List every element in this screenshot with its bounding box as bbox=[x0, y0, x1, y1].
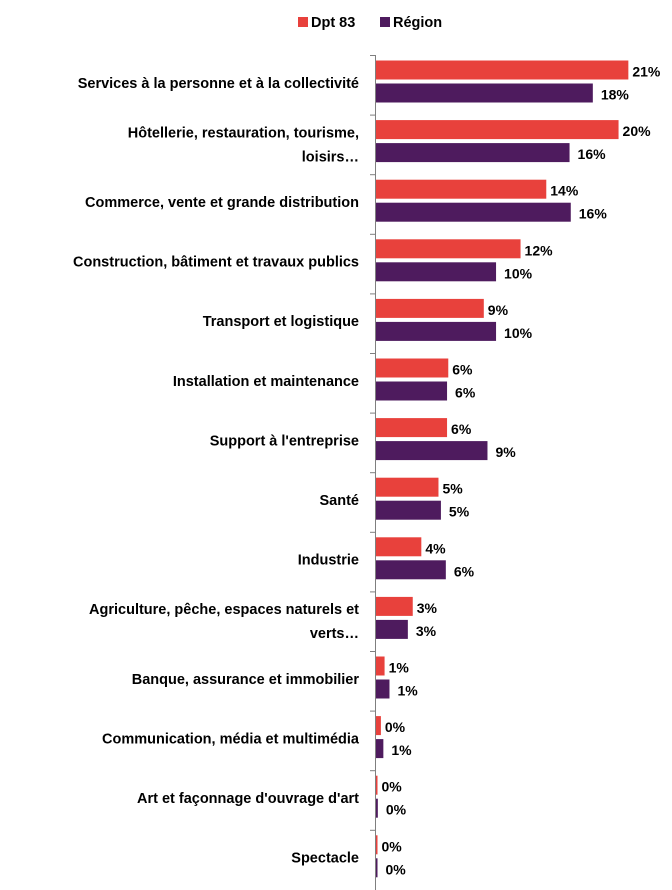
data-label: 6% bbox=[454, 563, 475, 579]
bar-dpt83 bbox=[376, 418, 448, 438]
data-label: 18% bbox=[601, 87, 630, 103]
bar-dpt83 bbox=[376, 358, 449, 378]
category-label: verts… bbox=[310, 626, 359, 642]
data-label: 0% bbox=[382, 838, 403, 854]
category-label: Agriculture, pêche, espaces naturels et bbox=[89, 602, 359, 618]
bar-dpt83 bbox=[376, 537, 422, 557]
bar-dpt83 bbox=[376, 477, 439, 497]
data-label: 5% bbox=[449, 504, 470, 520]
bar-dpt83 bbox=[376, 835, 378, 855]
data-label: 0% bbox=[382, 779, 403, 795]
data-label: 4% bbox=[425, 540, 446, 556]
category-label: Spectacle bbox=[291, 851, 359, 867]
bar-region bbox=[376, 441, 488, 461]
bar-dpt83 bbox=[376, 298, 484, 318]
bar-region bbox=[376, 798, 378, 818]
category-label: Art et façonnage d'ouvrage d'art bbox=[137, 791, 359, 807]
bar-dpt83 bbox=[376, 120, 619, 140]
data-label: 21% bbox=[632, 64, 661, 80]
data-label: 6% bbox=[452, 362, 473, 378]
bars bbox=[376, 60, 629, 878]
data-label: 6% bbox=[455, 385, 476, 401]
category-label: Construction, bâtiment et travaux public… bbox=[73, 255, 359, 271]
category-label: Banque, assurance et immobilier bbox=[132, 672, 360, 688]
data-label: 10% bbox=[504, 325, 533, 341]
bar-dpt83 bbox=[376, 239, 521, 259]
data-label: 3% bbox=[416, 623, 437, 639]
category-label: Industrie bbox=[298, 553, 359, 569]
bar-dpt83 bbox=[376, 656, 385, 676]
data-label: 16% bbox=[579, 206, 608, 222]
data-label: 14% bbox=[550, 183, 579, 199]
data-label: 16% bbox=[578, 146, 607, 162]
category-label: Transport et logistique bbox=[203, 314, 359, 330]
bar-region bbox=[376, 560, 446, 580]
bar-region bbox=[376, 739, 384, 759]
category-label: Installation et maintenance bbox=[173, 374, 359, 390]
bar-dpt83 bbox=[376, 775, 378, 795]
bar-region bbox=[376, 619, 408, 639]
bar-dpt83 bbox=[376, 60, 629, 80]
category-label: Support à l'entreprise bbox=[210, 433, 359, 449]
bar-region bbox=[376, 143, 570, 163]
category-label: Hôtellerie, restauration, tourisme, bbox=[128, 125, 359, 141]
bar-region bbox=[376, 321, 497, 341]
bar-dpt83 bbox=[376, 179, 547, 199]
bar-region bbox=[376, 202, 571, 222]
bar-region bbox=[376, 500, 441, 520]
data-label: 9% bbox=[495, 444, 516, 460]
data-label: 10% bbox=[504, 265, 533, 281]
bar-dpt83 bbox=[376, 596, 413, 616]
legend: Dpt 83 Région bbox=[298, 15, 442, 31]
data-label: 0% bbox=[386, 861, 407, 877]
data-label: 0% bbox=[385, 719, 406, 735]
data-label: 6% bbox=[451, 421, 472, 437]
value-labels: 21%18%20%16%14%16%12%10%9%10%6%6%6%9%5%5… bbox=[382, 64, 661, 878]
category-label: loisirs… bbox=[302, 149, 359, 165]
bar-dpt83 bbox=[376, 716, 381, 736]
category-label: Communication, média et multimédia bbox=[102, 731, 360, 747]
data-label: 12% bbox=[525, 242, 554, 258]
data-label: 0% bbox=[386, 802, 407, 818]
data-label: 1% bbox=[389, 660, 410, 676]
data-label: 9% bbox=[488, 302, 509, 318]
bar-region bbox=[376, 679, 390, 699]
data-label: 3% bbox=[417, 600, 438, 616]
bar-region bbox=[376, 381, 448, 401]
data-label: 1% bbox=[391, 742, 412, 758]
category-label: Commerce, vente et grande distribution bbox=[85, 195, 359, 211]
legend-swatch-dpt83 bbox=[298, 17, 308, 27]
legend-label-region: Région bbox=[393, 15, 442, 31]
data-label: 5% bbox=[442, 481, 463, 497]
data-label: 1% bbox=[397, 683, 418, 699]
legend-swatch-region bbox=[380, 17, 390, 27]
legend-label-dpt83: Dpt 83 bbox=[311, 15, 355, 31]
category-label: Services à la personne et à la collectiv… bbox=[78, 76, 359, 92]
category-labels: Services à la personne et à la collectiv… bbox=[73, 76, 360, 867]
data-label: 20% bbox=[623, 123, 652, 139]
bar-region bbox=[376, 262, 497, 282]
bar-region bbox=[376, 858, 378, 878]
category-label: Santé bbox=[320, 493, 360, 509]
bar-region bbox=[376, 83, 593, 103]
axis-ticks bbox=[370, 55, 376, 831]
